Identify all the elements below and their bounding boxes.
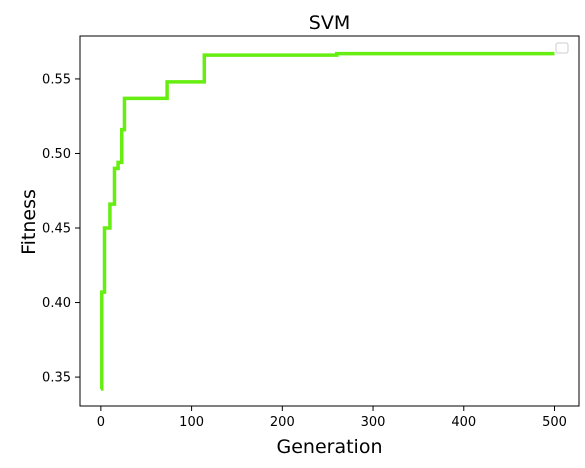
y-axis: 0.35 0.40 0.45 0.50 0.55 [42, 72, 80, 386]
y-tick-label: 0.45 [42, 222, 71, 237]
x-tick-label: 500 [542, 415, 567, 430]
y-tick-label: 0.40 [42, 296, 71, 311]
x-tick-label: 200 [270, 415, 295, 430]
y-tick-label: 0.55 [42, 72, 71, 87]
series-line-0 [100, 51, 555, 391]
chart-title: SVM [309, 12, 350, 34]
y-tick-label: 0.50 [42, 147, 71, 162]
x-tick-label: 300 [361, 415, 386, 430]
legend-box [555, 42, 569, 54]
y-axis-label: Fitness [18, 189, 40, 255]
x-tick-label: 400 [451, 415, 476, 430]
y-tick-label: 0.35 [42, 371, 71, 386]
x-axis: 0 100 200 300 400 500 [97, 406, 567, 430]
x-tick-label: 100 [179, 415, 204, 430]
x-axis-label: Generation [277, 436, 383, 458]
axes-frame [79, 35, 580, 407]
plot-area [79, 35, 580, 407]
x-tick-label: 0 [97, 415, 105, 430]
